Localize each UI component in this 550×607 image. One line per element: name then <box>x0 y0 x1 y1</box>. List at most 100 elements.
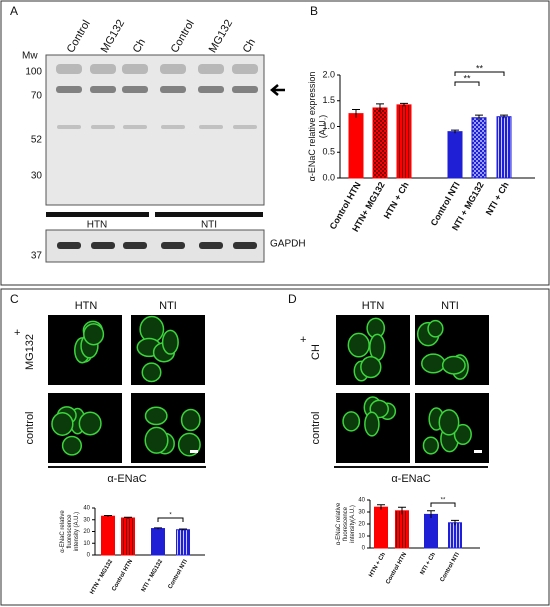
y-tick-label: 2.0 <box>322 69 335 79</box>
row-label: control <box>310 411 322 444</box>
band <box>90 86 116 93</box>
y-tick-label: 0 <box>87 553 91 559</box>
y-axis-label-line: fluorescence <box>66 514 72 549</box>
band <box>57 125 81 129</box>
significance-bracket <box>454 71 505 76</box>
band <box>122 64 148 74</box>
bar <box>101 515 115 556</box>
y-axis-label-line: (A.U.) <box>318 115 328 139</box>
bar <box>396 104 412 179</box>
cell <box>78 411 102 436</box>
cell <box>360 356 382 379</box>
sign: + <box>14 327 20 339</box>
cell <box>144 426 169 454</box>
y-axis-label-line: intensity(A.U.) <box>349 505 355 543</box>
cell <box>61 435 83 456</box>
error-bar <box>500 114 508 119</box>
bar <box>121 517 135 556</box>
band <box>199 242 223 249</box>
bottom-frame <box>0 288 550 606</box>
error-bar <box>124 516 132 519</box>
mw-label: Mw <box>22 51 38 62</box>
column-label: HTN <box>75 300 98 312</box>
cell <box>422 436 440 455</box>
band <box>161 125 185 129</box>
band <box>91 125 115 129</box>
cell <box>441 355 466 375</box>
arrow <box>270 84 285 96</box>
error-bar <box>427 510 435 518</box>
cell <box>438 409 460 436</box>
band <box>122 86 148 93</box>
x-tick-label: NTI + Ch <box>420 552 438 577</box>
lane-label: MG132 <box>207 18 235 55</box>
marker: 37 <box>31 251 43 262</box>
x-tick-label: Control NTI <box>168 559 190 591</box>
error-bar <box>376 103 384 113</box>
cell <box>51 411 74 436</box>
band <box>199 125 223 129</box>
cell <box>364 411 380 437</box>
rule <box>48 466 206 468</box>
band <box>160 86 186 93</box>
band <box>161 242 185 249</box>
cell <box>427 319 444 338</box>
x-tick-label: Control HTN <box>111 559 134 593</box>
band <box>233 125 257 129</box>
x-tick-label: HTN + Ch <box>368 552 387 579</box>
bar <box>348 113 364 179</box>
y-tick-label: 30 <box>83 517 90 523</box>
cell <box>144 406 168 426</box>
bar <box>424 513 438 549</box>
y-tick-label: 1.0 <box>322 121 335 131</box>
top-frame <box>0 0 550 286</box>
group-label: NTI <box>201 220 217 231</box>
y-tick-label: 10 <box>358 534 365 540</box>
marker: 30 <box>31 171 43 182</box>
scale-bar <box>190 450 198 453</box>
error-bar <box>154 527 162 530</box>
cell <box>342 411 361 432</box>
band <box>123 125 147 129</box>
error-bar <box>451 129 459 134</box>
lane-label: Control <box>169 18 197 55</box>
x-tick-label: NTI + MG132 <box>141 558 165 593</box>
cell <box>421 353 446 374</box>
cell <box>347 332 370 358</box>
significance-label: ** <box>476 63 484 73</box>
band <box>90 64 116 74</box>
significance-bracket <box>454 81 480 86</box>
panel-letter: C <box>10 292 19 306</box>
y-axis-label-line: intensity (A.U.) <box>73 512 79 551</box>
significance-label: * <box>169 513 172 519</box>
x-tick-label: Control HTN <box>385 552 408 586</box>
error-bar <box>104 515 112 517</box>
row-label: MG132 <box>24 334 36 370</box>
band <box>123 242 147 249</box>
cell <box>141 362 162 383</box>
group-label: HTN <box>87 220 108 231</box>
y-axis-label-line: α-ENaC relative <box>60 510 66 553</box>
significance-label: ** <box>463 73 471 83</box>
marker: 100 <box>25 67 42 78</box>
y-tick-label: 40 <box>358 498 365 504</box>
y-tick-label: 20 <box>358 522 365 528</box>
bar <box>372 107 388 179</box>
y-tick-label: 10 <box>83 541 90 547</box>
y-axis-label-line: α-ENaC relative <box>336 502 342 545</box>
significance-bracket <box>157 517 184 522</box>
y-axis-label-line: α-ENaC relative expression <box>307 72 317 182</box>
lane-label: MG132 <box>99 18 127 55</box>
y-tick-label: 0.5 <box>322 147 335 157</box>
column-label: NTI <box>441 300 459 312</box>
bar <box>395 510 409 549</box>
bar <box>496 116 512 179</box>
x-tick-label: Control NTI <box>440 552 462 584</box>
panel-letter: D <box>288 292 297 306</box>
stain-label: α-ENaC <box>107 473 146 485</box>
blot <box>45 54 265 206</box>
band <box>56 86 82 93</box>
stain-label: α-ENaC <box>391 473 430 485</box>
bar <box>447 131 463 179</box>
bar <box>374 506 388 549</box>
